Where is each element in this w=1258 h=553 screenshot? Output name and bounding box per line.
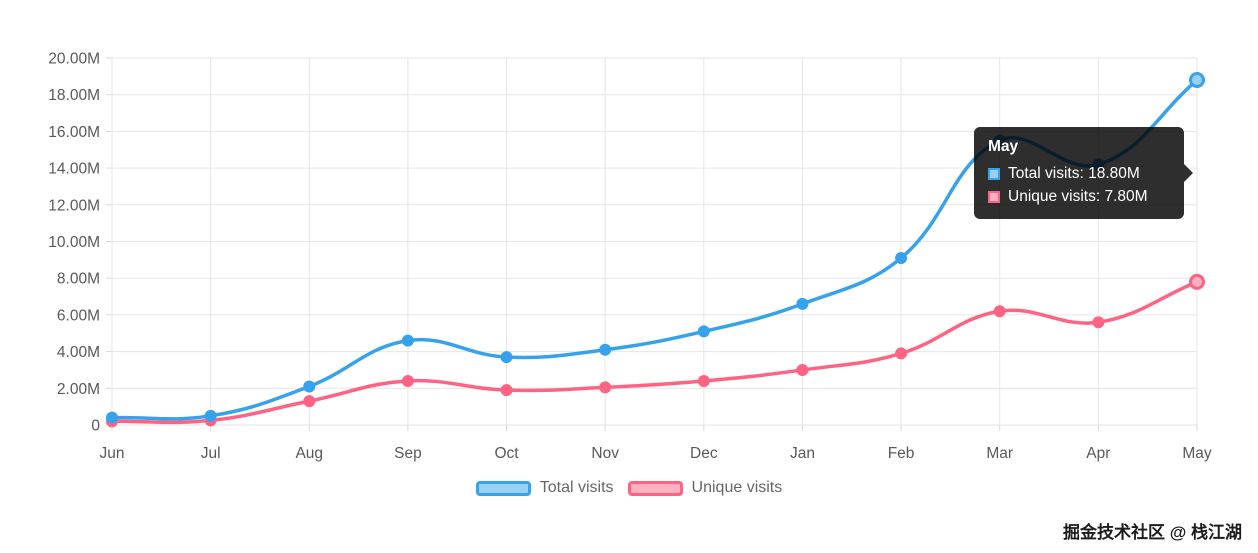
tooltip-swatch-total-visits: [988, 168, 1000, 180]
y-axis-tick-label: 0: [91, 418, 100, 435]
y-axis-tick-label: 2.00M: [57, 381, 100, 398]
tooltip-swatch-unique-visits: [988, 191, 1000, 203]
series-unique-visits: [106, 273, 1205, 428]
series-total-visits: [106, 72, 1205, 424]
grid-lines: 20.00M 18.00M 16.00M 14.00M 12.00M 10.00M 8.00…: [48, 51, 1212, 463]
data-point-unique-visits-apr[interactable]: [1092, 316, 1105, 329]
x-axis-tick-label: Mar: [986, 445, 1013, 462]
data-point-total-visits-jan[interactable]: [796, 297, 809, 310]
legend-item-total-visits[interactable]: Total visits: [475, 479, 614, 497]
data-point-unique-visits-sep[interactable]: [401, 374, 414, 387]
data-point-unique-visits-dec[interactable]: [697, 374, 710, 387]
tooltip-row-unique-visits: Unique visits: 7.80M: [988, 188, 1170, 206]
data-point-unique-visits-jan[interactable]: [796, 363, 809, 376]
x-axis-tick-label: Oct: [494, 445, 519, 462]
chart-legend: Total visits Unique visits: [0, 479, 1258, 497]
x-axis-tick-label: Jul: [201, 445, 221, 462]
data-point-total-visits-sep[interactable]: [401, 334, 414, 347]
x-axis-tick-label: Aug: [295, 445, 323, 462]
y-axis-tick-label: 20.00M: [48, 51, 100, 68]
x-axis-tick-label: Feb: [888, 445, 915, 462]
data-point-total-visits-oct[interactable]: [500, 351, 513, 364]
data-point-total-visits-feb[interactable]: [895, 252, 908, 265]
y-axis-tick-label: 18.00M: [48, 87, 100, 104]
y-axis-tick-label: 8.00M: [57, 271, 100, 288]
legend-swatch-total-visits: [475, 480, 531, 496]
data-point-unique-visits-nov[interactable]: [599, 381, 612, 394]
legend-swatch-unique-visits: [627, 480, 683, 496]
data-point-total-visits-nov[interactable]: [599, 343, 612, 356]
data-point-total-visits-dec[interactable]: [697, 325, 710, 338]
x-axis-tick-label: Nov: [591, 445, 619, 462]
y-axis-tick-label: 12.00M: [48, 197, 100, 214]
data-point-unique-visits-oct[interactable]: [500, 384, 513, 397]
x-axis-tick-label: Apr: [1086, 445, 1110, 462]
tooltip-text-total-visits: Total visits: 18.80M: [1008, 165, 1140, 182]
legend-label-unique-visits: Unique visits: [691, 479, 783, 496]
y-axis-tick-label: 14.00M: [48, 161, 100, 178]
x-axis-tick-label: Jan: [790, 445, 815, 462]
tooltip-caret-icon: [1184, 164, 1193, 182]
chart-tooltip: May Total visits: 18.80M Unique visits: …: [974, 127, 1193, 219]
data-point-total-visits-aug[interactable]: [303, 380, 316, 393]
y-axis-tick-label: 4.00M: [57, 344, 100, 361]
watermark-text: 掘金技术社区 @ 栈江湖: [1062, 523, 1242, 542]
x-axis-tick-label: Sep: [394, 445, 422, 462]
data-point-unique-visits-mar[interactable]: [993, 305, 1006, 318]
data-point-total-visits-jul[interactable]: [204, 409, 217, 422]
x-axis-tick-label: May: [1182, 445, 1212, 462]
y-axis-tick-label: 16.00M: [48, 124, 100, 141]
tooltip-text-unique-visits: Unique visits: 7.80M: [1008, 188, 1148, 205]
data-point-unique-visits-aug[interactable]: [303, 395, 316, 408]
legend-item-unique-visits[interactable]: Unique visits: [627, 479, 783, 497]
data-point-total-visits-jun[interactable]: [106, 411, 118, 424]
x-axis-tick-label: Dec: [690, 445, 718, 462]
series-line-unique-visits: [110, 280, 1199, 425]
data-point-total-visits-may[interactable]: [1189, 72, 1205, 89]
y-axis-tick-label: 10.00M: [48, 234, 100, 251]
data-point-unique-visits-may[interactable]: [1189, 273, 1205, 290]
legend-label-total-visits: Total visits: [539, 479, 614, 496]
data-point-unique-visits-feb[interactable]: [895, 347, 908, 360]
tooltip-title: May: [988, 138, 1019, 155]
x-axis-tick-label: Jun: [100, 445, 125, 462]
y-axis-tick-label: 6.00M: [57, 307, 100, 324]
tooltip-row-total-visits: Total visits: 18.80M: [988, 165, 1170, 183]
